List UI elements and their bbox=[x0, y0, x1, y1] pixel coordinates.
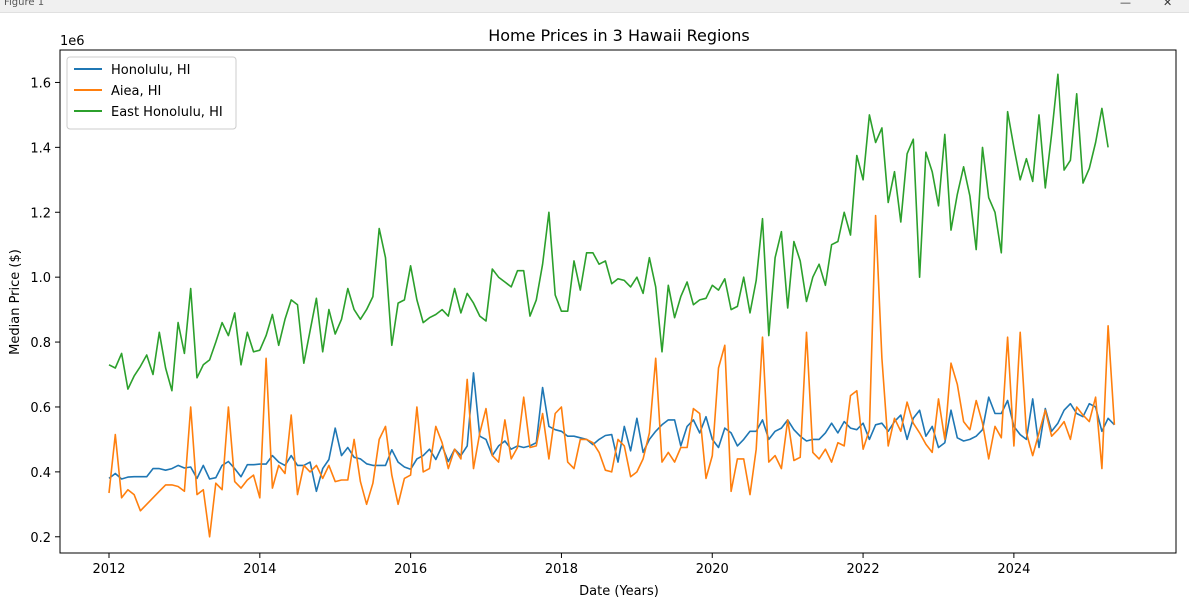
chart-title: Home Prices in 3 Hawaii Regions bbox=[488, 26, 750, 45]
plot-frame bbox=[59, 49, 1177, 554]
window-title: Figure 1 bbox=[4, 0, 45, 8]
series-line-1 bbox=[108, 372, 1115, 493]
x-axis-label: Date (Years) bbox=[579, 584, 659, 599]
minimize-icon[interactable]: — bbox=[1120, 0, 1131, 9]
x-tick-label: 2018 bbox=[545, 562, 578, 577]
plot-area bbox=[60, 50, 1176, 553]
axes-layer: 2012 2014 2016 2018 2020 2022 2024 0.2 0.4 0.6 0.8… bbox=[30, 49, 1177, 577]
x-tick-label: 2024 bbox=[997, 562, 1030, 577]
legend-frame bbox=[66, 56, 237, 130]
y-tick-label: 0.2 bbox=[30, 531, 51, 546]
y-axis-label: Median Price ($) bbox=[8, 249, 23, 355]
legend-entry-1: Honolulu, HI bbox=[111, 63, 191, 78]
y-tick-label: 1.2 bbox=[30, 206, 51, 221]
x-tick-label: 2012 bbox=[92, 562, 125, 577]
x-tick-label: 2014 bbox=[243, 562, 276, 577]
y-tick-label: 0.4 bbox=[30, 466, 51, 481]
series-line-3 bbox=[108, 73, 1109, 392]
y-tick-label: 1.4 bbox=[30, 141, 51, 156]
y-tick-label: 0.8 bbox=[30, 336, 51, 351]
y-tick-label: 0.6 bbox=[30, 401, 51, 416]
x-tick-label: 2022 bbox=[847, 562, 880, 577]
legend-entry-2: Aiea, HI bbox=[111, 84, 161, 99]
y-tick-label: 1.0 bbox=[30, 271, 51, 286]
series-layer bbox=[108, 73, 1116, 538]
x-tick-label: 2020 bbox=[696, 562, 729, 577]
plot-background bbox=[60, 50, 1176, 553]
legend: Honolulu, HI Aiea, HI East Honolulu, HI bbox=[66, 56, 237, 130]
close-icon[interactable]: ✕ bbox=[1163, 0, 1173, 9]
window-titlebar: Figure 1 — ✕ bbox=[0, 0, 1189, 13]
series-line-2 bbox=[108, 214, 1116, 538]
y-tick-label: 1.6 bbox=[30, 76, 51, 91]
y-offset-label: 1e6 bbox=[60, 34, 85, 49]
x-tick-label: 2016 bbox=[394, 562, 427, 577]
legend-entry-3: East Honolulu, HI bbox=[111, 105, 223, 120]
